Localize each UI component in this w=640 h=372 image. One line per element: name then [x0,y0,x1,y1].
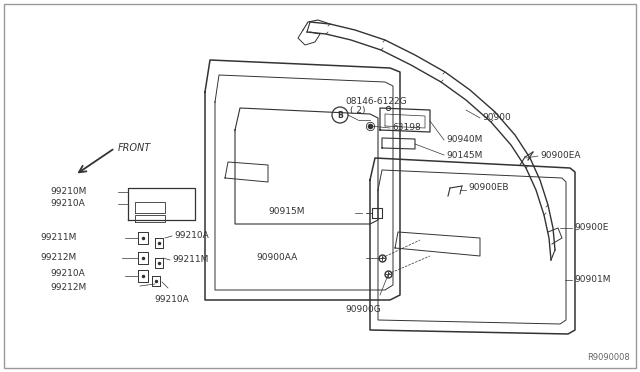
Text: 99210A: 99210A [174,231,209,240]
Text: 99210M: 99210M [50,187,86,196]
Text: 99211M: 99211M [40,234,76,243]
Text: 90940M: 90940M [446,135,483,144]
Text: 90901M: 90901M [574,275,611,283]
Text: 90915M: 90915M [268,208,305,217]
Text: 08146-6122G: 08146-6122G [345,97,406,106]
Text: 99211M: 99211M [172,256,209,264]
Text: R9090008: R9090008 [588,353,630,362]
Text: 90900EA: 90900EA [540,151,580,160]
Text: 99212M: 99212M [50,283,86,292]
Text: 99212M: 99212M [40,253,76,263]
Text: 99210A: 99210A [154,295,189,305]
Text: 90900: 90900 [482,113,511,122]
Text: 90900G: 90900G [345,305,381,314]
Text: ( 2): ( 2) [350,106,365,115]
Text: 63198: 63198 [392,122,420,131]
Text: 90900E: 90900E [574,222,609,231]
Text: 99210A: 99210A [50,199,84,208]
Text: FRONT: FRONT [118,143,151,153]
Text: 90900AA: 90900AA [256,253,297,262]
Text: 99210A: 99210A [50,269,84,279]
Text: B: B [337,110,343,119]
Text: 90900EB: 90900EB [468,183,509,192]
Text: 90145M: 90145M [446,151,483,160]
